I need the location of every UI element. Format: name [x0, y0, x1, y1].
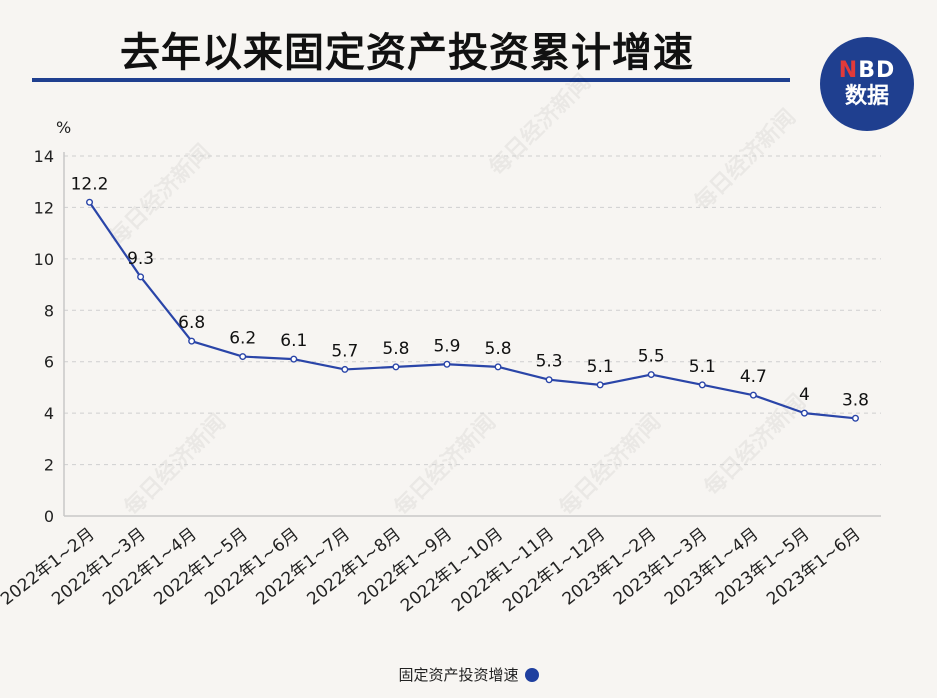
data-label: 3.8 — [842, 390, 869, 410]
x-tick-labels: 2022年1~2月2022年1~3月2022年1~4月2022年1~5月2022… — [0, 524, 865, 616]
data-label: 4 — [799, 385, 810, 405]
y-tick-label: 6 — [44, 353, 54, 372]
data-label: 5.5 — [638, 347, 665, 367]
data-point — [443, 360, 451, 368]
data-label: 4.7 — [740, 367, 767, 387]
data-point — [239, 353, 247, 361]
data-labels: 12.2 9.3 6.8 6.2 6.1 5.7 5.8 5.9 5.8 5.3 5.1 5.5 5.1… — [71, 174, 869, 410]
y-tick-labels: 0 2 4 6 8 10 12 14 — [34, 147, 54, 526]
logo-letter-n: N — [838, 58, 859, 83]
data-label: 5.1 — [689, 357, 716, 377]
data-label: 5.8 — [382, 339, 409, 359]
data-point — [86, 198, 94, 206]
data-label: 6.1 — [280, 331, 307, 351]
data-point — [188, 337, 196, 345]
y-tick-label: 10 — [34, 250, 54, 269]
y-tick-label: 4 — [44, 404, 54, 423]
legend: 固定资产投资增速 — [0, 664, 937, 685]
data-point — [290, 355, 298, 363]
watermark-text: 每日经济新闻 — [484, 69, 596, 181]
logo-wordmark: NBD — [839, 60, 895, 82]
nbd-logo: NBD 数据 — [820, 37, 914, 131]
y-tick-label: 8 — [44, 301, 54, 320]
title-underline — [32, 78, 790, 82]
data-point — [392, 363, 400, 371]
data-label: 5.9 — [433, 336, 460, 356]
legend-marker — [524, 668, 539, 682]
y-tick-label: 14 — [34, 147, 54, 166]
logo-subtitle: 数据 — [844, 84, 889, 109]
data-point — [800, 409, 808, 417]
data-label: 5.7 — [331, 341, 358, 361]
page-title: 去年以来固定资产投资累计增速 — [120, 30, 694, 76]
data-point — [596, 381, 604, 389]
data-label: 9.3 — [127, 249, 154, 269]
data-label: 6.2 — [229, 329, 256, 349]
data-point — [494, 363, 502, 371]
data-point — [137, 273, 145, 281]
y-tick-label: 12 — [34, 198, 54, 217]
logo-letters-bd: BD — [858, 58, 896, 83]
gridlines — [64, 155, 881, 466]
data-label: 5.8 — [485, 339, 512, 359]
series-layer — [86, 198, 859, 422]
y-tick-label: 0 — [44, 507, 54, 526]
watermark-text: 每日经济新闻 — [689, 104, 801, 216]
watermark-text: 每日经济新闻 — [389, 409, 501, 521]
y-axis-label: % — [56, 118, 71, 137]
data-point — [545, 376, 553, 384]
data-label: 5.3 — [536, 352, 563, 372]
data-point — [698, 381, 706, 389]
data-label: 12.2 — [71, 174, 109, 194]
data-point — [341, 365, 349, 373]
axes — [63, 152, 881, 517]
data-point — [647, 371, 655, 379]
watermark-text: 每日经济新闻 — [119, 409, 231, 521]
data-point — [749, 391, 757, 399]
data-label: 6.8 — [178, 313, 205, 333]
data-point — [851, 414, 859, 422]
series-line — [88, 201, 856, 420]
y-tick-label: 2 — [44, 456, 54, 475]
watermark-text: 每日经济新闻 — [699, 389, 811, 501]
data-label: 5.1 — [587, 357, 614, 377]
legend-label: 固定资产投资增速 — [398, 666, 519, 684]
